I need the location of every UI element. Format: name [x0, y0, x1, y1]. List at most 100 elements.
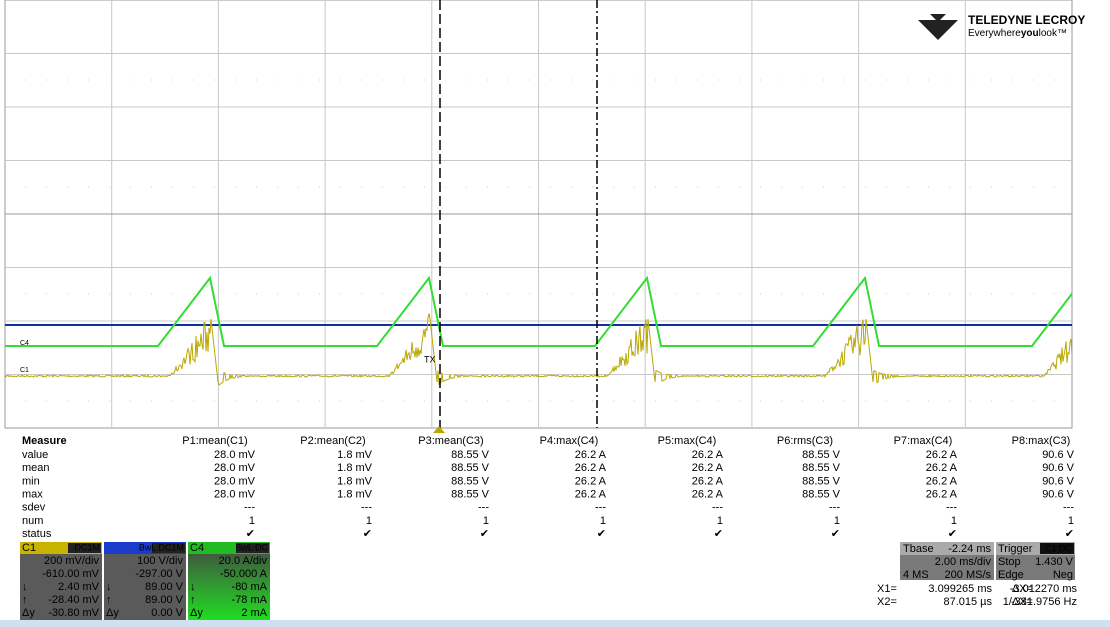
grid-dot [529, 400, 530, 402]
measure-cell: 90.6 V [1042, 462, 1074, 474]
grid-dot [571, 186, 572, 188]
grid-dot [319, 79, 320, 81]
grid-dot [550, 186, 551, 188]
measure-header: P8:max(C3) [1012, 435, 1071, 447]
grid-dot [151, 400, 152, 402]
channel-value: 2 mA [241, 607, 267, 619]
trigger-slope-label: Edge [998, 569, 1024, 581]
grid-dot [823, 186, 824, 188]
channel-symbol: Δy [22, 607, 35, 619]
channel-coupling: BwL DC [235, 542, 268, 552]
grid-dot [592, 400, 593, 402]
grid-dot [361, 79, 362, 81]
grid-dot [403, 79, 404, 81]
channel-value: -30.80 mV [48, 607, 99, 619]
grid-dot [25, 293, 26, 295]
grid-dot [907, 186, 908, 188]
measure-cell: 88.55 V [451, 489, 490, 501]
grid-dot [130, 79, 131, 81]
grid-dot [46, 186, 47, 188]
measure-cell: 26.2 A [692, 449, 724, 461]
grid-dot [466, 79, 467, 81]
measure-cell: ✔ [480, 528, 489, 540]
cursor-d-value: -3.012270 ms [1010, 583, 1078, 595]
measure-cell: ✔ [831, 528, 840, 540]
measure-cell: ✔ [1065, 528, 1074, 540]
cursor-d-value: -331.9756 Hz [1011, 596, 1077, 608]
grid-dot [865, 186, 866, 188]
grid-dot [25, 400, 26, 402]
grid-dot [970, 79, 971, 81]
channel-symbol: Δy [106, 607, 119, 619]
grid-dot [1054, 79, 1055, 81]
measure-cell: 26.2 A [926, 449, 958, 461]
grid-dot [445, 400, 446, 402]
logo: TELEDYNE LECROY Everywhereyoulook™ [918, 13, 1085, 40]
measure-cell: 26.2 A [926, 475, 958, 487]
grid-dot [508, 400, 509, 402]
grid-dot [88, 79, 89, 81]
grid-dot [991, 186, 992, 188]
tagline-part: you [1021, 28, 1039, 39]
channel-coupling: DC1M [74, 542, 100, 552]
measure-cell: 26.2 A [692, 489, 724, 501]
logo-tagline: Everywhereyoulook™ [968, 28, 1067, 39]
grid-dot [445, 186, 446, 188]
grid-dot [1012, 79, 1013, 81]
grid-dot [571, 293, 572, 295]
logo-icon [918, 14, 958, 40]
trigger-slope: Neg [1053, 569, 1073, 581]
grid-dot [319, 186, 320, 188]
measure-cell: 28.0 mV [214, 489, 256, 501]
channel-boxes: C1 DC1M 200 mV/div-610.00 mV ↓ 2.40 mV ↑ -28.4… [20, 542, 270, 620]
timebase-rate: 200 MS/s [945, 569, 992, 581]
measure-cell: 26.2 A [575, 462, 607, 474]
grid-dot [970, 400, 971, 402]
tagline-part: Everywhere [968, 28, 1021, 39]
grid-dot [214, 400, 215, 402]
measure-cell: 1.8 mV [337, 449, 373, 461]
grid-dot [403, 400, 404, 402]
grid-dot [319, 400, 320, 402]
grid-dot [802, 186, 803, 188]
grid-dot [928, 400, 929, 402]
measure-table: Measure P1:mean(C1) P2:mean(C2) P3:mean(C3)… [22, 435, 1075, 540]
grid-dot [718, 293, 719, 295]
grid-dot [823, 293, 824, 295]
grid-dot [466, 400, 467, 402]
grid-dot [1033, 186, 1034, 188]
grid-dot [172, 400, 173, 402]
grid-dot [424, 186, 425, 188]
measure-cell: 1 [951, 515, 957, 527]
cursor-d-label: 1/ΔX= [1003, 596, 1033, 608]
grid-dot [172, 186, 173, 188]
grid-dot [235, 79, 236, 81]
grid-dot [676, 79, 677, 81]
measure-row-label: num [22, 515, 43, 527]
grid-dot [844, 186, 845, 188]
grid-dot [802, 400, 803, 402]
grid-dot [67, 186, 68, 188]
grid-dot [781, 186, 782, 188]
measure-cell: --- [712, 502, 723, 514]
grid-dot [697, 400, 698, 402]
grid-dot [508, 293, 509, 295]
cursor-x-value: 87.015 µs [943, 596, 992, 608]
grid-dot [25, 79, 26, 81]
measure-cell: 1 [600, 515, 606, 527]
grid-dot [529, 293, 530, 295]
measure-cell: 1 [483, 515, 489, 527]
coupling-bg [68, 543, 101, 553]
measure-header: P1:mean(C1) [182, 435, 247, 447]
measure-cell: ✔ [597, 528, 606, 540]
measure-header: P7:max(C4) [894, 435, 953, 447]
measure-cell: --- [829, 502, 840, 514]
grid-dot [277, 293, 278, 295]
grid-dot [508, 186, 509, 188]
grid-dot [844, 400, 845, 402]
grid-dot [760, 293, 761, 295]
measure-cell: 28.0 mV [214, 462, 256, 474]
measure-cell: 28.0 mV [214, 449, 256, 461]
grid-dot [907, 400, 908, 402]
